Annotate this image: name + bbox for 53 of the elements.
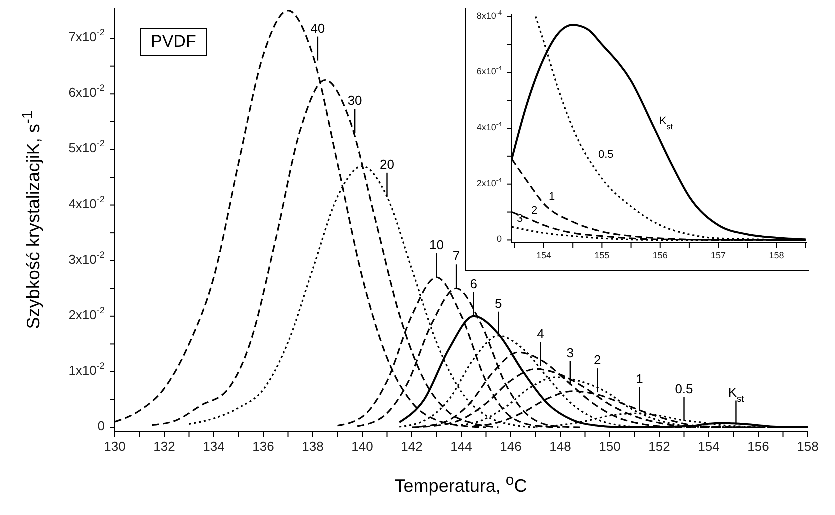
annotation: 20 [380,156,394,172]
x-tick-label: 156 [748,440,770,455]
annotation: 10 [430,238,444,253]
annotation: 3 [566,345,574,360]
y-tick-label: 8x10$^{-4}$ [476,10,502,22]
annotation: 1 [549,190,556,203]
x-tick-label: 158 [769,250,784,261]
y-tick-label: 2x10$^{-2}$ [68,306,105,323]
annotation: 2 [594,352,602,368]
x-tick-label: 142 [401,440,423,455]
annotation: 7 [452,248,460,264]
annotation: K$_{st}$ [728,384,745,404]
y-tick-label: 3x10$^{-2}$ [68,250,105,268]
y-tick-label: 0 [496,234,502,245]
annotation: PVDF [140,28,208,56]
annotation: 0.5 [675,381,694,396]
y-tick-label: 1x10$^{-2}$ [68,361,105,378]
y-tick-label: 0 [98,418,105,434]
x-tick-label: 138 [302,440,324,455]
x-tick-label: 134 [203,440,225,455]
x-axis-title: Temperatura, $^{o}$C [394,472,528,497]
x-tick-label: 144 [450,440,472,455]
x-tick-label: 158 [797,440,819,455]
annotation: 2 [532,204,538,217]
annotation: 4 [537,326,544,342]
x-tick-label: 146 [500,440,522,455]
x-tick-label: 154 [536,250,552,261]
annotation: 5 [495,296,502,311]
x-tick-label: 132 [154,440,176,455]
x-tick-label: 136 [252,440,274,455]
y-tick-label: 7x10$^{-2}$ [68,28,105,45]
annotation: 6 [470,276,478,292]
y-tick-label: 2x10$^{-4}$ [476,178,502,189]
x-tick-label: 152 [648,440,670,455]
y-tick-label: 4x10$^{-2}$ [68,194,105,212]
annotation: K$_{st}$ [660,116,674,131]
y-tick-label: 4x10$^{-4}$ [476,122,502,133]
x-tick-label: 148 [550,440,572,455]
y-tick-label: 6x10$^{-4}$ [476,66,502,78]
x-tick-label: 150 [599,440,621,455]
x-tick-label: 155 [594,250,610,261]
annotation: 30 [348,93,362,108]
x-tick-label: 130 [104,440,126,455]
annotation: 1 [636,371,644,386]
annotation: 40 [310,20,326,36]
x-tick-label: 156 [652,250,668,261]
x-tick-label: 140 [352,440,374,455]
x-tick-label: 154 [698,440,720,455]
annotation: 3 [517,213,524,226]
annotation: 0.5 [598,149,614,162]
y-tick-label: 5x10$^{-2}$ [68,139,105,156]
x-tick-label: 157 [711,250,726,261]
y-tick-label: 6x10$^{-2}$ [68,84,105,101]
